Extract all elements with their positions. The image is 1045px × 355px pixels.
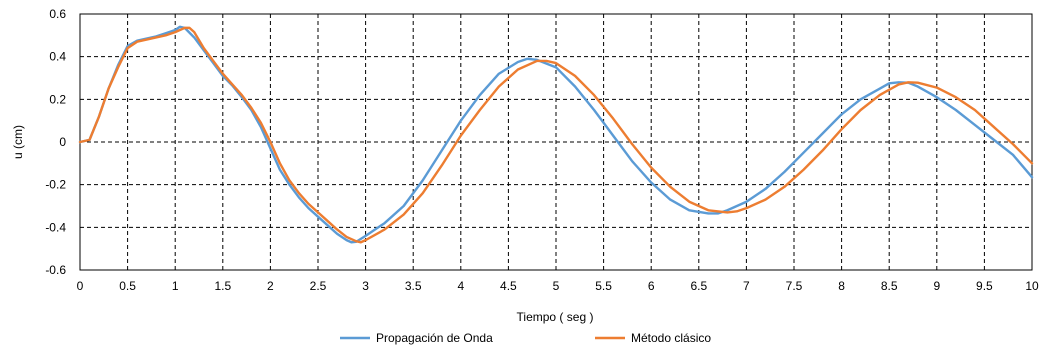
x-tick-label: 4.5 [500,279,517,293]
y-tick-label: 0.6 [49,7,66,21]
x-tick-label: 1.5 [214,279,231,293]
x-axis-title: Tiempo ( seg ) [517,310,594,324]
x-tick-label: 0 [77,279,84,293]
x-tick-label: 9.5 [976,279,993,293]
x-tick-label: 3.5 [405,279,422,293]
x-tick-label: 8 [838,279,845,293]
y-tick-label: -0.6 [45,263,66,277]
x-tick-label: 5.5 [595,279,612,293]
tick-labels: 0 0.5 1 1.5 2 2.5 3 3.5 4 4.5 5 5.5 6 6.5 7 7.5 8 8.5 9 9.5… [45,7,1039,293]
legend: Propagación de Onda Método clásico [340,331,711,345]
y-tick-label: 0 [59,135,66,149]
y-tick-label: -0.2 [45,178,66,192]
x-tick-label: 8.5 [881,279,898,293]
x-tick-label: 7.5 [786,279,803,293]
x-tick-label: 7 [743,279,750,293]
x-tick-label: 9 [933,279,940,293]
x-tick-label: 2.5 [310,279,327,293]
x-tick-label: 10 [1025,279,1039,293]
y-tick-label: 0.4 [49,50,66,64]
x-tick-label: 0.5 [119,279,136,293]
legend-label-1: Propagación de Onda [376,331,493,345]
x-tick-label: 2 [267,279,274,293]
y-tick-label: 0.2 [49,92,66,106]
x-tick-label: 6.5 [690,279,707,293]
series-lines [78,25,1034,244]
legend-label-2: Método clásico [631,331,711,345]
x-tick-label: 5 [553,279,560,293]
x-tick-label: 6 [648,279,655,293]
y-axis-title: u (cm) [11,125,25,159]
grid [80,14,1033,270]
series-line-2 [78,26,1034,244]
x-tick-label: 4 [457,279,464,293]
x-tick-label: 1 [172,279,179,293]
y-tick-label: -0.4 [45,220,66,234]
x-tick-label: 3 [362,279,369,293]
